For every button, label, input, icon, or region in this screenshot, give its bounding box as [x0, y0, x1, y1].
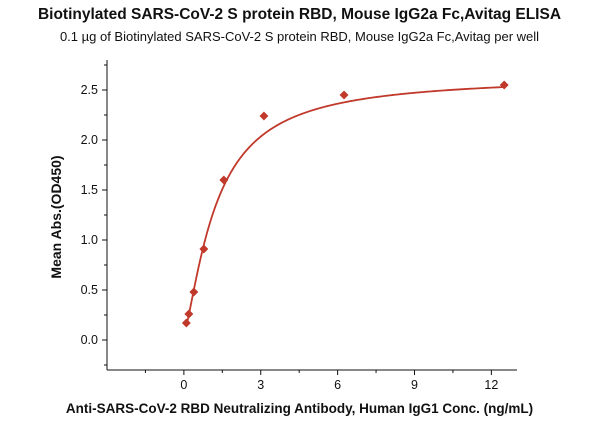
y-tick-label: 2.5	[81, 83, 98, 97]
chart-subtitle: 0.1 µg of Biotinylated SARS-CoV-2 S prot…	[59, 29, 540, 44]
y-tick-label: 2.0	[81, 133, 98, 147]
x-tick-label: 9	[411, 378, 418, 392]
y-tick-label: 1.5	[81, 183, 98, 197]
data-point	[219, 175, 229, 185]
y-tick-label: 0.5	[81, 283, 98, 297]
x-tick-label: 0	[180, 378, 187, 392]
data-point	[189, 287, 199, 297]
data-point	[339, 90, 349, 100]
fit-curve	[185, 86, 505, 327]
x-axis-label: Anti-SARS-CoV-2 RBD Neutralizing Antibod…	[65, 401, 534, 416]
data-point	[181, 318, 191, 328]
y-tick-label: 1.0	[81, 233, 98, 247]
x-tick-label: 6	[334, 378, 341, 392]
data-point	[499, 80, 509, 90]
chart-title: Biotinylated SARS-CoV-2 S protein RBD, M…	[37, 6, 562, 23]
y-axis-label: Mean Abs.(OD450)	[48, 155, 64, 279]
y-tick-label: 0.0	[81, 333, 98, 347]
data-point	[199, 244, 209, 254]
x-tick-label: 12	[484, 378, 498, 392]
x-tick-label: 3	[257, 378, 264, 392]
data-point	[184, 309, 194, 319]
data-point	[259, 111, 269, 121]
